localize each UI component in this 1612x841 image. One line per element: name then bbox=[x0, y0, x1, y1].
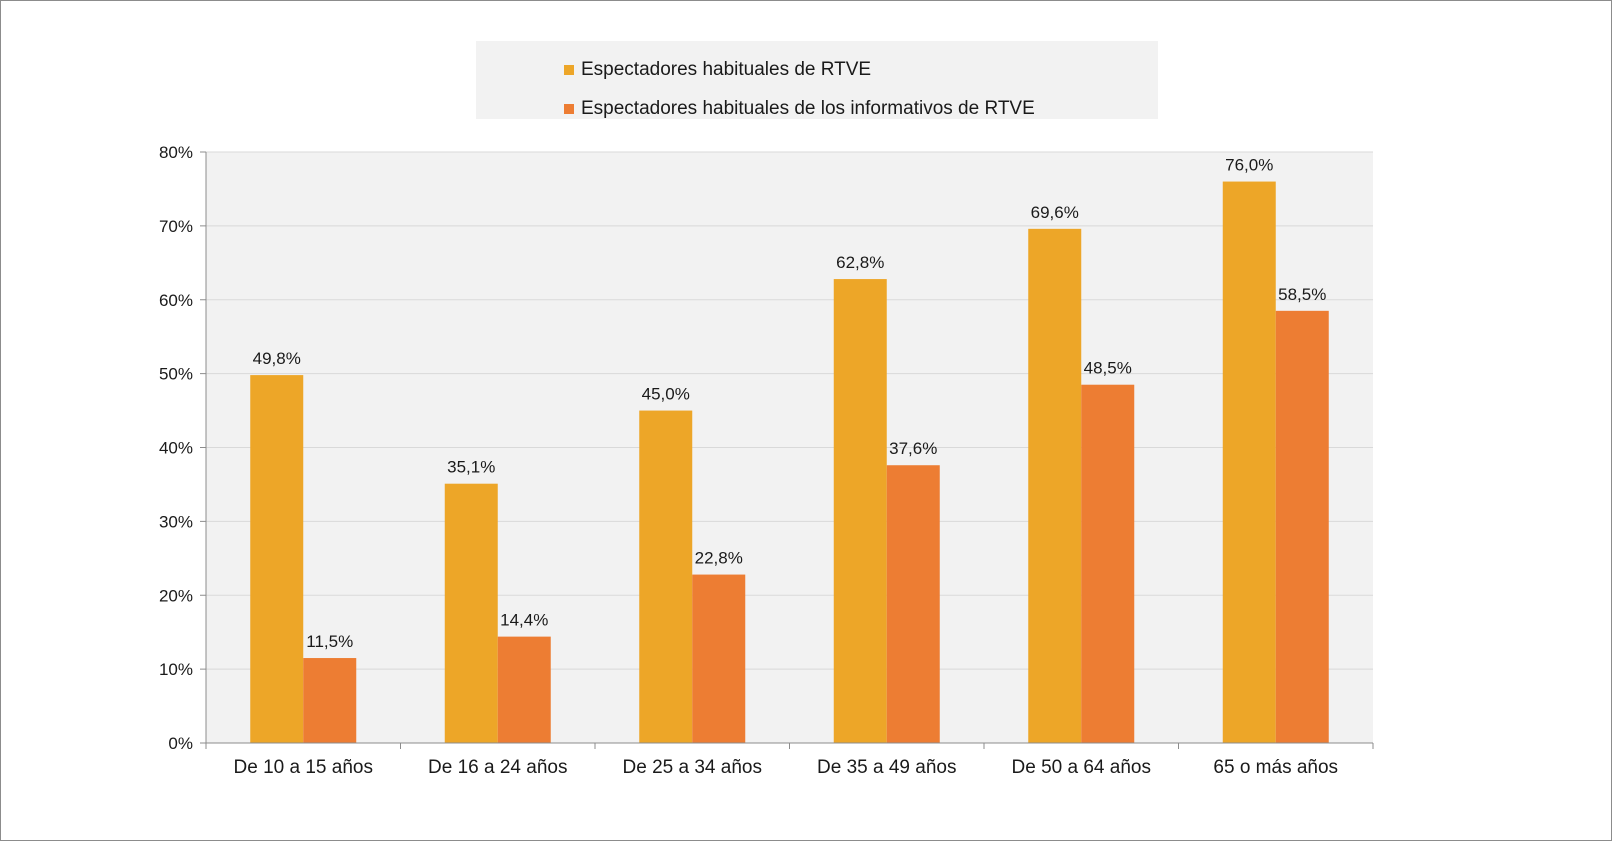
legend-swatch-series-1 bbox=[564, 65, 574, 75]
data-label-series-2: 14,4% bbox=[500, 611, 548, 630]
x-tick-label: De 35 a 49 años bbox=[817, 757, 956, 778]
x-tick-label: De 16 a 24 años bbox=[428, 757, 567, 778]
gridlines bbox=[206, 151, 1373, 670]
data-label-series-1: 49,8% bbox=[253, 349, 301, 368]
data-label-series-1: 62,8% bbox=[836, 253, 884, 272]
data-label-series-2: 37,6% bbox=[889, 439, 937, 458]
legend-item-series-2: Espectadores habituales de los informati… bbox=[564, 97, 1035, 121]
bar-series-1 bbox=[1222, 181, 1276, 744]
bar-series-1 bbox=[250, 375, 304, 743]
y-tick-label: 60% bbox=[159, 291, 193, 310]
bar-series-2 bbox=[303, 658, 357, 743]
data-labels: 49,8% 11,5% 35,1% 14,4% 45,0% 22,8% 62,8% 37,6%… bbox=[253, 156, 1327, 651]
y-tick-label: 0% bbox=[168, 734, 193, 753]
x-axis: De 10 a 15 años De 16 a 24 años De 25 a 34… bbox=[205, 742, 1374, 778]
legend-label-series-2: Espectadores habituales de los informati… bbox=[581, 98, 1035, 119]
x-tick-label: 65 o más años bbox=[1213, 757, 1338, 778]
data-label-series-2: 22,8% bbox=[695, 549, 743, 568]
y-tick-label: 20% bbox=[159, 586, 193, 605]
bar-series-1 bbox=[1028, 228, 1082, 743]
legend-item-series-1: Espectadores habituales de RTVE bbox=[564, 58, 871, 82]
bar-series-1 bbox=[833, 279, 887, 743]
data-label-series-1: 76,0% bbox=[1225, 156, 1273, 175]
y-tick-label: 30% bbox=[159, 512, 193, 531]
bar-series-2 bbox=[1081, 384, 1135, 743]
x-tick-label: De 25 a 34 años bbox=[623, 757, 762, 778]
bar-series-2 bbox=[886, 465, 940, 743]
legend-label-series-1: Espectadores habituales de RTVE bbox=[581, 59, 872, 80]
bar-series-2 bbox=[1275, 310, 1329, 743]
y-tick-label: 50% bbox=[159, 365, 193, 384]
bar-series-1 bbox=[639, 410, 693, 743]
data-label-series-2: 11,5% bbox=[306, 632, 353, 651]
y-axis: 0% 10% 20% 30% 40% 50% 60% 70% 80% bbox=[159, 143, 207, 753]
legend-swatch-series-2 bbox=[564, 104, 574, 114]
data-label-series-1: 45,0% bbox=[642, 385, 690, 404]
x-tick-label: De 10 a 15 años bbox=[234, 757, 373, 778]
data-label-series-2: 58,5% bbox=[1278, 285, 1326, 304]
y-tick-label: 40% bbox=[159, 439, 193, 458]
bars bbox=[250, 181, 1329, 744]
y-tick-label: 70% bbox=[159, 217, 193, 236]
y-tick-label: 10% bbox=[159, 660, 193, 679]
bar-series-2 bbox=[497, 636, 551, 743]
bar-series-1 bbox=[444, 483, 498, 743]
data-label-series-1: 35,1% bbox=[447, 458, 495, 477]
bar-series-2 bbox=[692, 574, 746, 743]
data-label-series-2: 48,5% bbox=[1084, 359, 1132, 378]
data-label-series-1: 69,6% bbox=[1031, 203, 1079, 222]
legend: Espectadores habituales de RTVE Espectad… bbox=[476, 41, 1158, 119]
y-tick-label: 80% bbox=[159, 143, 193, 162]
x-tick-label: De 50 a 64 años bbox=[1012, 757, 1151, 778]
